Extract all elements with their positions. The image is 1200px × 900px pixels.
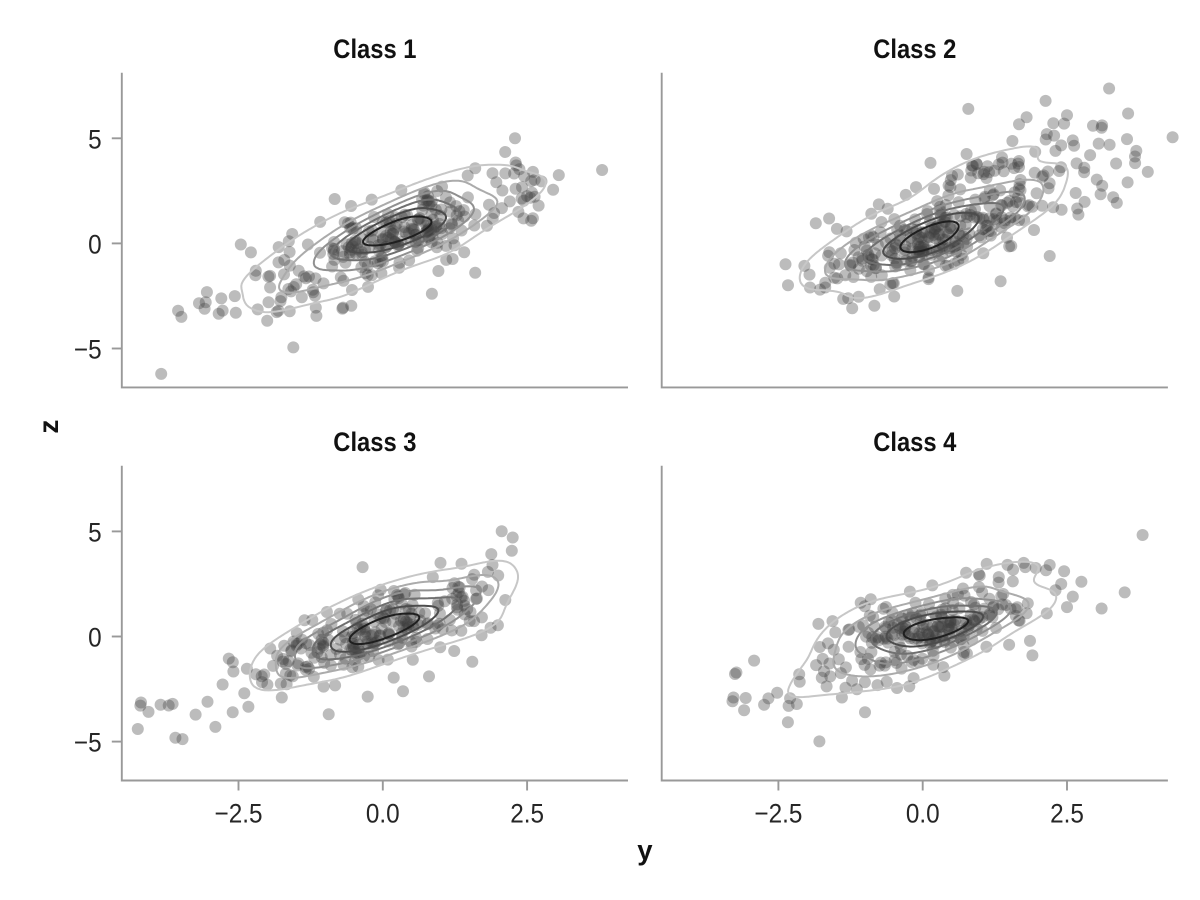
svg-text:y: y (637, 835, 653, 866)
svg-text:0: 0 (88, 230, 102, 259)
svg-text:−5: −5 (74, 728, 102, 757)
svg-text:z: z (33, 420, 64, 434)
svg-text:2.5: 2.5 (510, 799, 544, 828)
svg-text:5: 5 (88, 125, 102, 154)
svg-text:0.0: 0.0 (366, 799, 400, 828)
svg-text:0: 0 (88, 623, 102, 652)
svg-text:2.5: 2.5 (1050, 799, 1084, 828)
svg-text:Class 4: Class 4 (873, 428, 956, 458)
svg-text:Class 1: Class 1 (333, 34, 416, 64)
svg-text:−2.5: −2.5 (754, 799, 802, 828)
svg-text:−2.5: −2.5 (215, 799, 263, 828)
svg-text:Class 2: Class 2 (873, 34, 956, 64)
svg-text:5: 5 (88, 518, 102, 547)
svg-text:−5: −5 (74, 335, 102, 364)
svg-text:Class 3: Class 3 (333, 428, 416, 458)
svg-text:0.0: 0.0 (906, 799, 940, 828)
